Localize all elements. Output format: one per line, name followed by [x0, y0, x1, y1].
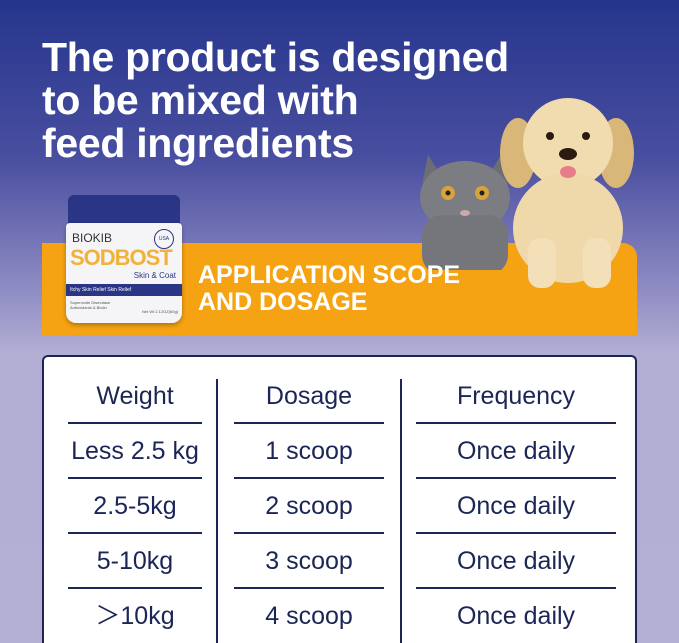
row-divider — [234, 477, 384, 479]
net-weight: Net Wt 2.12OZ(60g) — [141, 309, 178, 314]
table-cell: Less 2.5 kg — [71, 437, 199, 465]
row-divider — [68, 587, 202, 589]
banner-line: APPLICATION SCOPE — [198, 261, 461, 289]
table-cell: Once daily — [456, 602, 576, 630]
row-divider — [68, 477, 202, 479]
headline: The product is designed to be mixed with… — [42, 36, 509, 165]
jar-lid — [68, 195, 180, 225]
table-cell: ＞10kg — [95, 602, 175, 630]
column-header: Weight — [96, 382, 174, 410]
table-cell: 4 scoop — [265, 602, 353, 630]
headline-line: The product is designed — [42, 34, 509, 80]
dosage-table: Weight Less 2.5 kg 2.5-5kg 5-10kg ＞10kg Dosag… — [42, 355, 637, 643]
table-cell: 2 scoop — [265, 492, 353, 520]
product-subtitle: Skin & Coat — [133, 271, 176, 280]
puppy-image — [500, 98, 634, 288]
product-name: SODBOST — [70, 245, 173, 270]
row-divider — [234, 587, 384, 589]
row-divider — [416, 477, 616, 479]
product-strip: Itchy Skin Relief Skin Relief — [66, 284, 182, 296]
product-jar-image: BIOKIB USA SODBOST Skin & Coat Itchy Ski… — [66, 195, 182, 323]
table-cell: 3 scoop — [265, 547, 353, 575]
column-divider — [216, 379, 218, 643]
brand-logo: BIOKIB — [72, 231, 113, 245]
ingredients: Superoxide Dismutase Antioxidants & Biot… — [70, 300, 111, 310]
row-divider — [68, 532, 202, 534]
usa-badge: USA — [154, 229, 174, 249]
row-divider — [234, 532, 384, 534]
table-cell: Once daily — [456, 437, 576, 465]
row-divider — [416, 587, 616, 589]
table-cell: 5-10kg — [96, 547, 174, 575]
jar-label: BIOKIB USA SODBOST Skin & Coat Itchy Ski… — [66, 223, 182, 323]
row-divider — [68, 422, 202, 424]
row-divider — [416, 532, 616, 534]
column-header: Dosage — [265, 382, 353, 410]
column-header: Frequency — [456, 382, 576, 410]
table-cell: Once daily — [456, 492, 576, 520]
table-cell: 1 scoop — [265, 437, 353, 465]
banner-heading: APPLICATION SCOPE AND DOSAGE — [198, 262, 460, 316]
banner-line: AND DOSAGE — [198, 288, 368, 316]
row-divider — [234, 422, 384, 424]
column-divider — [400, 379, 402, 643]
headline-line: to be mixed with — [42, 77, 359, 123]
table-cell: Once daily — [456, 547, 576, 575]
row-divider — [416, 422, 616, 424]
table-cell: 2.5-5kg — [93, 492, 177, 520]
headline-line: feed ingredients — [42, 120, 354, 166]
